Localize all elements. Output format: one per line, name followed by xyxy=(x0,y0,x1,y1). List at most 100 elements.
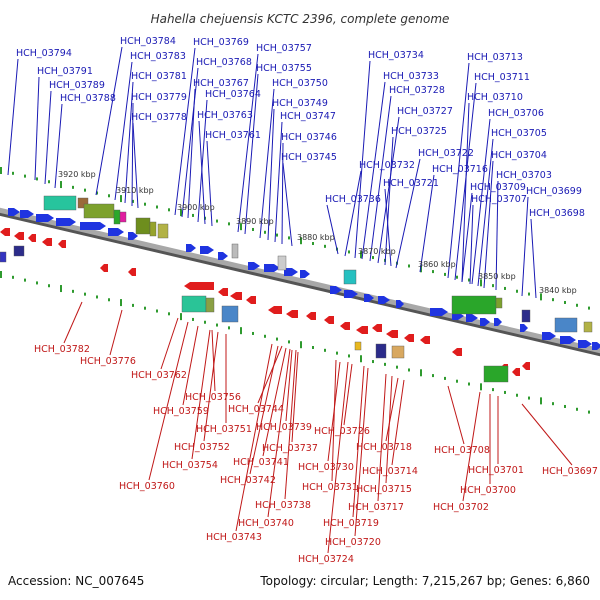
leader-line xyxy=(160,317,179,370)
forward-gene-arrow xyxy=(344,290,358,298)
tick-mark xyxy=(420,265,422,273)
forward-gene-arrow xyxy=(8,208,20,216)
leader-line xyxy=(291,351,299,443)
gene-label-upper: HCH_03791 xyxy=(37,66,93,77)
gene-label-upper: HCH_03721 xyxy=(383,178,439,189)
protein-domain-box xyxy=(149,221,157,237)
forward-gene-arrow xyxy=(542,332,556,340)
tick-mark xyxy=(300,341,302,349)
tick-mark xyxy=(480,279,482,287)
gene-label-upper: HCH_03749 xyxy=(272,98,328,109)
reverse-gene-arrow xyxy=(0,228,10,236)
scale-label: 3900 kbp xyxy=(177,203,215,212)
protein-domain-box xyxy=(354,341,362,351)
forward-gene-arrow xyxy=(494,318,502,326)
protein-domain-box xyxy=(221,305,239,323)
gene-label-upper: HCH_03716 xyxy=(432,164,488,175)
gene-label-upper: HCH_03761 xyxy=(205,130,261,141)
tick-mark xyxy=(540,293,542,301)
tick-mark xyxy=(384,362,386,366)
leader-line xyxy=(344,170,362,257)
leader-line xyxy=(182,325,199,406)
forward-gene-arrow xyxy=(20,210,34,218)
gene-label-lower: HCH_03724 xyxy=(298,554,354,565)
tick-mark xyxy=(408,264,410,268)
gene-label-upper: HCH_03764 xyxy=(205,89,261,100)
leader-line xyxy=(395,158,421,269)
gene-label-lower: HCH_03742 xyxy=(220,475,276,486)
gene-label-upper: HCH_03710 xyxy=(467,92,523,103)
tick-mark xyxy=(24,278,26,282)
forward-gene-arrow xyxy=(80,222,106,230)
gene-label-upper: HCH_03794 xyxy=(16,48,72,59)
scale-label: 3890 kbp xyxy=(236,217,274,226)
leader-line xyxy=(235,343,273,532)
gene-label-lower: HCH_03743 xyxy=(206,532,262,543)
reverse-gene-arrow xyxy=(372,324,382,332)
protein-domain-box xyxy=(157,223,169,239)
forward-gene-arrow xyxy=(264,264,280,272)
gene-label-upper: HCH_03763 xyxy=(197,110,253,121)
leader-line xyxy=(521,403,573,466)
leader-line xyxy=(259,88,275,239)
gene-label-lower: HCH_03776 xyxy=(80,356,136,367)
leader-line xyxy=(285,349,293,422)
leader-line xyxy=(385,375,393,484)
forward-gene-arrow xyxy=(592,342,600,350)
gene-label-lower: HCH_03720 xyxy=(325,537,381,548)
leader-line xyxy=(331,359,337,482)
leader-line xyxy=(7,58,19,176)
gene-label-lower: HCH_03740 xyxy=(238,518,294,529)
tick-mark xyxy=(84,292,86,296)
tick-mark xyxy=(48,180,50,184)
leader-line xyxy=(237,53,259,233)
scale-label: 3880 kbp xyxy=(297,233,335,242)
tick-mark xyxy=(360,251,362,259)
leader-line xyxy=(244,73,259,235)
leader-lines xyxy=(7,46,573,554)
tick-mark xyxy=(588,306,590,310)
gene-label-upper: HCH_03704 xyxy=(491,150,547,161)
gene-label-lower: HCH_03700 xyxy=(460,485,516,496)
tick-mark xyxy=(588,410,590,414)
tick-mark xyxy=(576,303,578,307)
reverse-gene-arrow xyxy=(230,292,242,300)
tick-mark xyxy=(552,402,554,406)
tick-mark xyxy=(456,275,458,279)
reverse-gene-arrow xyxy=(286,310,298,318)
tick-mark xyxy=(504,286,506,290)
leader-line xyxy=(109,309,123,356)
leader-line xyxy=(131,102,134,207)
tick-mark xyxy=(372,256,374,260)
gene-label-lower: HCH_03731 xyxy=(302,482,358,493)
protein-domain-box xyxy=(375,343,387,359)
tick-mark xyxy=(432,270,434,274)
tick-mark xyxy=(348,354,350,358)
gene-label-lower: HCH_03782 xyxy=(34,344,90,355)
tick-mark xyxy=(228,222,230,226)
tick-mark xyxy=(168,208,170,212)
gene-label-upper: HCH_03757 xyxy=(256,43,312,54)
tick-mark xyxy=(96,295,98,299)
tick-mark xyxy=(144,306,146,310)
gene-label-upper: HCH_03722 xyxy=(418,148,474,159)
gene-label-lower: HCH_03737 xyxy=(262,443,318,454)
tick-mark xyxy=(528,396,530,400)
tick-mark xyxy=(120,195,122,203)
leader-line xyxy=(361,81,386,260)
forward-gene-arrow xyxy=(466,314,478,322)
reverse-gene-arrow xyxy=(420,336,430,344)
protein-domain-box xyxy=(181,295,207,313)
protein-domain-box xyxy=(0,251,7,263)
tick-mark xyxy=(468,382,470,386)
gene-label-lower: HCH_03701 xyxy=(468,465,524,476)
tick-mark xyxy=(132,199,134,203)
forward-gene-arrow xyxy=(330,286,342,294)
leader-line xyxy=(148,321,189,481)
tick-mark xyxy=(72,185,74,189)
tick-mark xyxy=(408,368,410,372)
leader-line xyxy=(281,142,284,245)
reverse-gene-arrow xyxy=(14,232,24,240)
gene-label-upper: HCH_03699 xyxy=(526,186,582,197)
